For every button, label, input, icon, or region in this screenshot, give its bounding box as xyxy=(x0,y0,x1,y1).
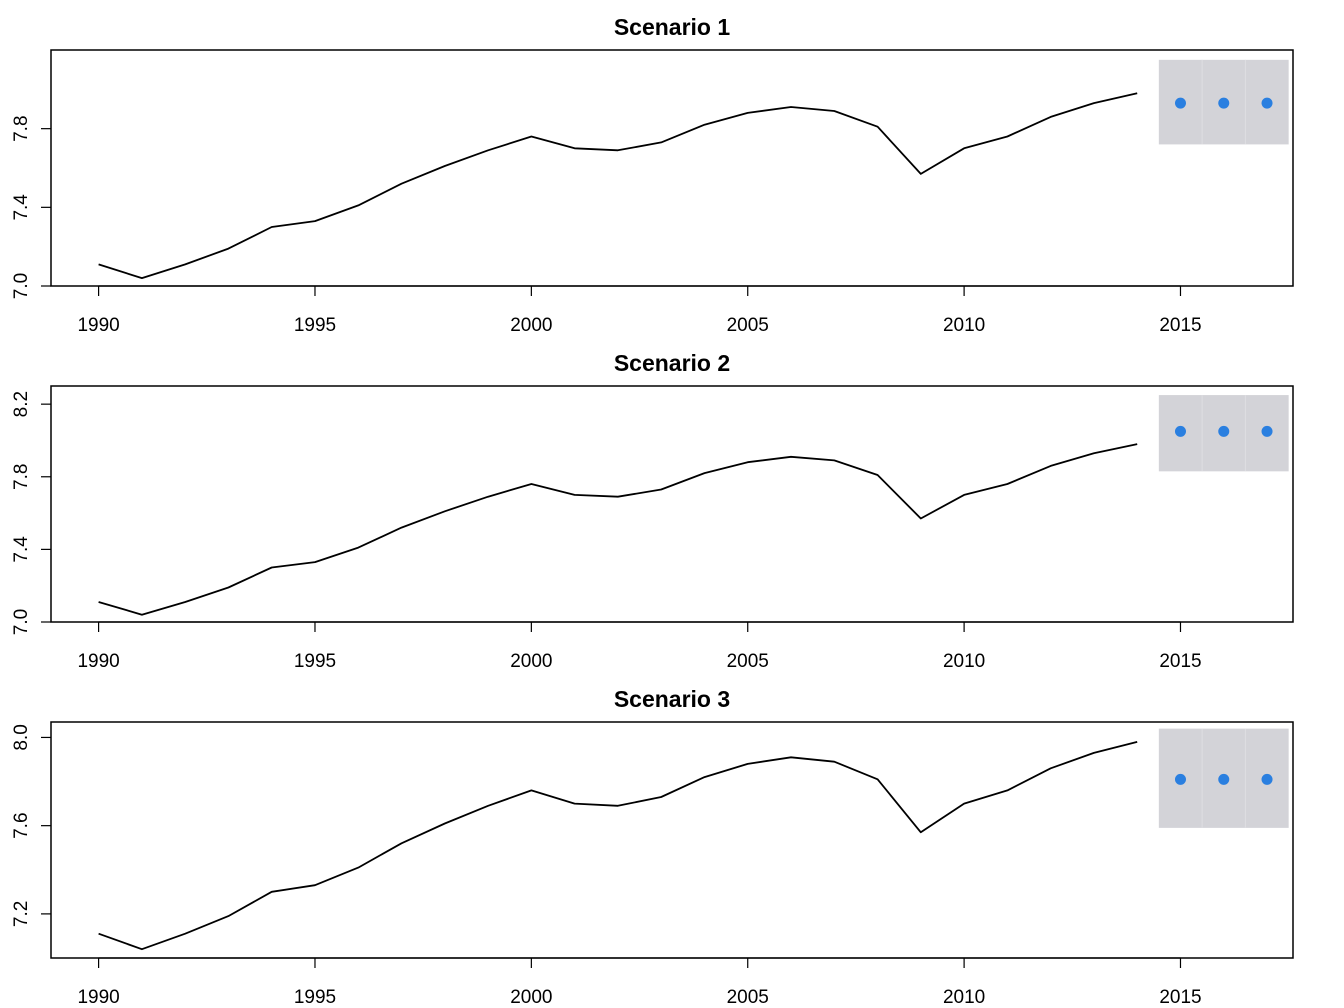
y-tick-label: 7.0 xyxy=(11,273,32,299)
plot-frame xyxy=(50,721,1294,959)
y-tick-label: 7.0 xyxy=(11,609,32,635)
y-tick-label: 7.8 xyxy=(11,464,32,490)
forecast-point xyxy=(1218,425,1230,437)
panel-scenario-2: Scenario 2 1990 1995 2000 2005 2010 2015 7.0 7.4… xyxy=(11,350,1294,672)
x-tick-label: 2005 xyxy=(727,987,769,1008)
x-tick-label: 1990 xyxy=(77,315,119,336)
forecast-point xyxy=(1261,425,1273,437)
forecast-point xyxy=(1261,773,1273,785)
y-tick-label: 7.8 xyxy=(11,115,32,141)
forecast-point xyxy=(1174,97,1186,109)
x-tick-label: 1990 xyxy=(77,987,119,1008)
chart-title: Scenario 2 xyxy=(614,350,730,376)
forecast-point xyxy=(1261,97,1273,109)
x-tick-label: 2010 xyxy=(943,987,985,1008)
x-tick-label: 2010 xyxy=(943,651,985,672)
y-tick-label: 7.4 xyxy=(11,194,32,221)
observed-series-line xyxy=(98,741,1138,951)
x-tick-label: 2000 xyxy=(510,315,552,336)
y-tick-label: 8.0 xyxy=(11,724,32,750)
x-tick-label: 1995 xyxy=(294,987,336,1008)
panel-scenario-3: Scenario 3 1990 1995 2000 2005 2010 2015 7.2 7.6… xyxy=(11,686,1294,1008)
x-tick-label: 2000 xyxy=(510,987,552,1008)
x-tick-label: 2010 xyxy=(943,315,985,336)
y-tick-label: 7.4 xyxy=(11,536,32,563)
x-tick-label: 1995 xyxy=(294,651,336,672)
chart-panels: Scenario 1 1990 1995 2000 2005 2010 2015 7.0 7.4… xyxy=(11,14,1294,1008)
y-tick-label: 7.6 xyxy=(11,812,32,838)
chart-title: Scenario 3 xyxy=(614,686,730,712)
observed-series-line xyxy=(98,92,1138,280)
x-tick-label: 2015 xyxy=(1159,315,1201,336)
x-tick-label: 2015 xyxy=(1159,987,1201,1008)
x-tick-label: 2015 xyxy=(1159,651,1201,672)
forecast-point xyxy=(1218,97,1230,109)
x-tick-label: 2005 xyxy=(727,651,769,672)
x-tick-label: 1990 xyxy=(77,651,119,672)
x-tick-label: 1995 xyxy=(294,315,336,336)
y-tick-label: 7.2 xyxy=(11,901,32,927)
chart-title: Scenario 1 xyxy=(614,14,731,40)
forecast-point xyxy=(1218,773,1230,785)
observed-series-line xyxy=(98,443,1138,616)
forecast-point xyxy=(1174,425,1186,437)
plot-frame xyxy=(50,49,1294,287)
x-tick-label: 2000 xyxy=(510,651,552,672)
plot-frame xyxy=(50,385,1294,623)
x-tick-label: 2005 xyxy=(727,315,769,336)
y-tick-label: 8.2 xyxy=(11,391,32,417)
forecast-point xyxy=(1174,773,1186,785)
panel-scenario-1: Scenario 1 1990 1995 2000 2005 2010 2015 7.0 7.4… xyxy=(11,14,1294,336)
